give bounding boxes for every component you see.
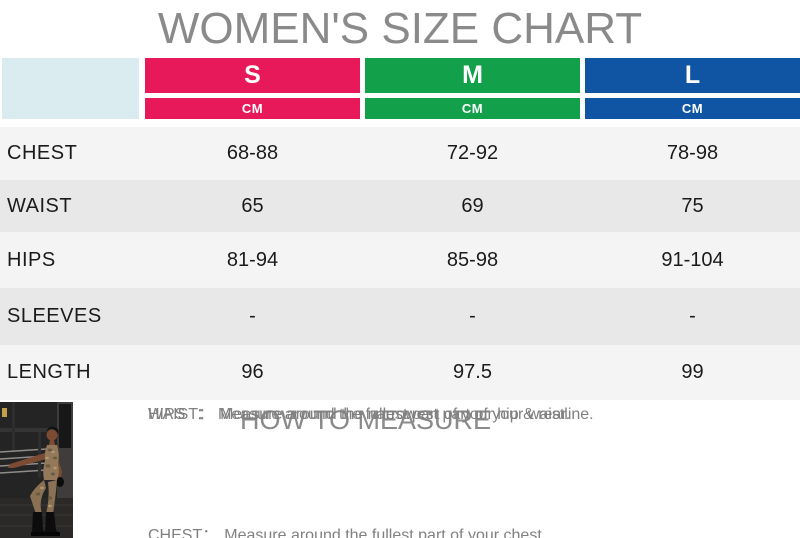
header-gap: [365, 93, 580, 98]
measure-desc: Measure around the narrowest part of you…: [220, 406, 594, 423]
cell-value: 69: [461, 194, 484, 217]
cell-value: 99: [681, 361, 704, 383]
cell-value: -: [249, 305, 256, 327]
table-row-waist: WAIST 65 69 75: [0, 180, 800, 232]
row-label: CHEST: [7, 142, 78, 164]
size-column-m: M CM: [365, 58, 580, 119]
cell-value: 81-94: [226, 248, 279, 271]
header-corner-cell: [2, 58, 139, 119]
header-gap: [585, 93, 800, 98]
size-l-unit: CM: [585, 98, 800, 119]
cell-value: 96: [241, 361, 264, 383]
size-m-header: M: [365, 58, 580, 93]
cell-value: 75: [681, 194, 704, 217]
measure-colon: ：: [202, 527, 219, 538]
model-photo: [0, 402, 73, 538]
measure-desc: Measure around the fullest part of your …: [224, 527, 547, 538]
size-column-l: L CM: [585, 58, 800, 119]
cell-value: 65: [241, 194, 264, 217]
cell-value: 72-92: [446, 142, 499, 164]
size-m-unit: CM: [365, 98, 580, 119]
cell-value: -: [469, 305, 476, 327]
measure-label: CHEST: [148, 527, 203, 538]
measure-label: WAIST: [148, 406, 199, 423]
table-row-hips: HIPS 81-94 85-98 91-104: [0, 232, 800, 288]
measure-colon: ：: [196, 406, 213, 423]
cell-value: -: [689, 305, 696, 327]
row-label: LENGTH: [7, 361, 92, 383]
size-s-unit: CM: [145, 98, 360, 119]
measure-colon: ：: [198, 406, 215, 423]
page-title: WOMEN'S SIZE CHART: [157, 4, 643, 53]
measure-desc: Measure around the fullest part of your …: [218, 406, 571, 423]
header-body-gap: [0, 119, 800, 127]
header-gap: [145, 93, 360, 98]
table-row-length: LENGTH 96 97.5 99: [0, 345, 800, 400]
size-table-body: CHEST 68-88 72-92 78-98 WAIST 65 69 75 H…: [0, 127, 800, 400]
cell-value: 97.5: [453, 361, 492, 383]
table-row-chest: CHEST 68-88 72-92 78-98: [0, 127, 800, 180]
row-label: WAIST: [7, 194, 73, 217]
cell-value: 78-98: [666, 142, 719, 164]
how-to-measure-section: HOW TO MEASURE CHEST： Measure around the …: [0, 400, 800, 538]
row-label: HIPS: [7, 248, 56, 271]
cell-value: 68-88: [226, 142, 279, 164]
cell-value: 91-104: [661, 248, 724, 271]
size-s-header: S: [145, 58, 360, 93]
measure-instruction-hips: HIPS ： Measure around the fullest part of …: [148, 400, 570, 424]
measure-section-heading: HOW TO MEASURE: [240, 405, 492, 435]
measure-label: HIPS: [148, 406, 186, 423]
size-column-s: S CM: [145, 58, 360, 119]
size-header-row: S CM M CM L CM: [0, 58, 800, 119]
size-l-header: L: [585, 58, 800, 93]
cell-value: 85-98: [446, 248, 499, 271]
row-label: SLEEVES: [7, 305, 102, 327]
table-row-sleeves: SLEEVES - - -: [0, 288, 800, 345]
measure-instruction-chest: CHEST： Measure around the fullest part of…: [148, 521, 546, 538]
measure-instruction-waist: WAIST： Measure around the narrowest part …: [148, 400, 594, 424]
